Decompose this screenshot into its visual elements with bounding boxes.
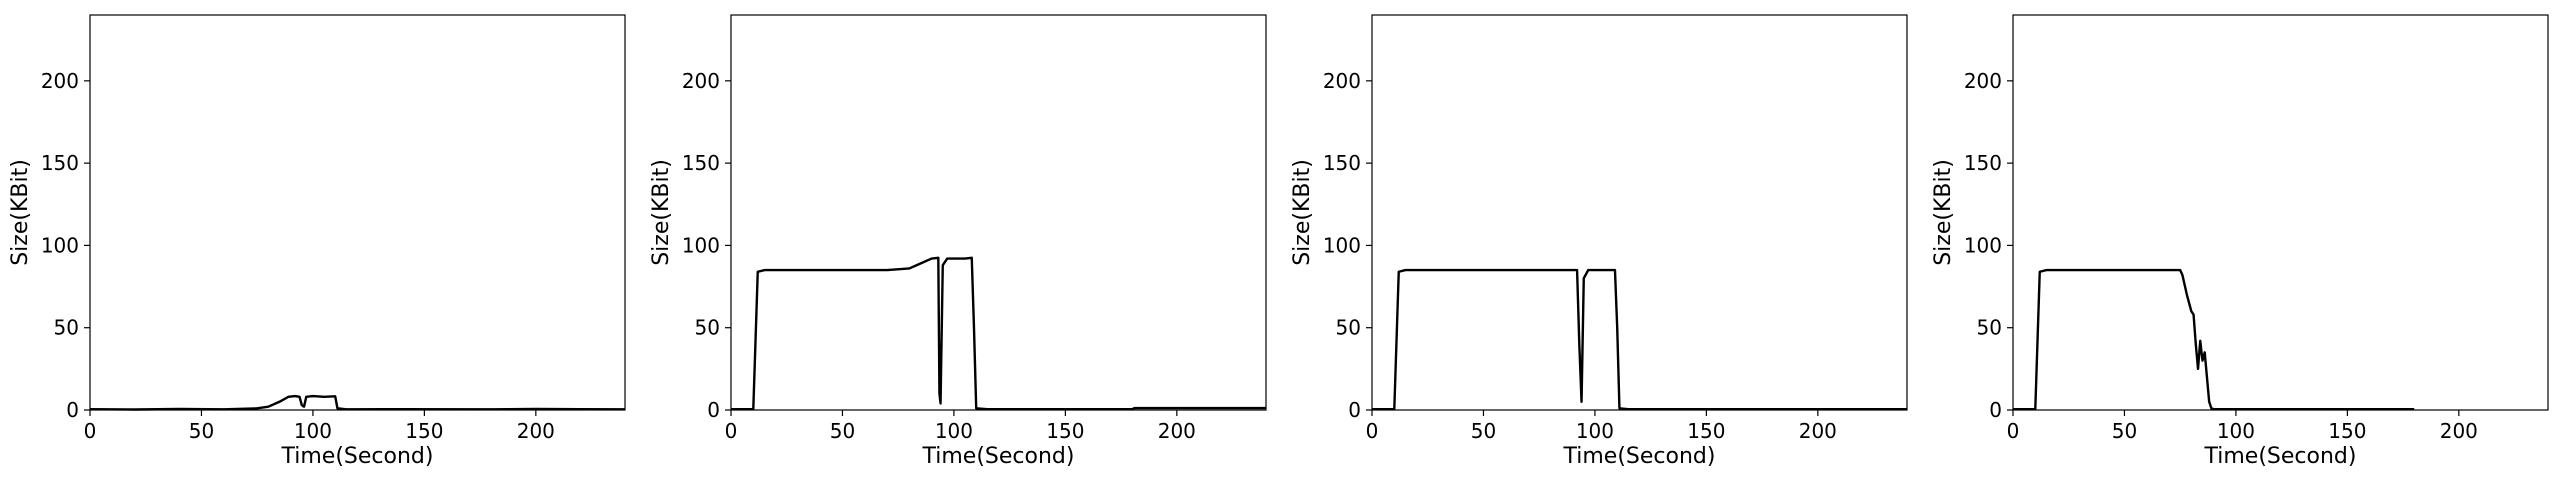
y-tick-label: 150: [682, 151, 720, 175]
x-tick-label: 200: [517, 419, 555, 443]
y-tick-label: 50: [695, 316, 720, 340]
y-axis-label: Size(KBit): [1290, 159, 1315, 266]
chart-panel-2: 0 50 100 150 200 0 50 100 150 200 Time(Second) Size…: [649, 14, 1267, 469]
plot-frame: [89, 14, 626, 411]
x-tick-label: 100: [935, 419, 973, 443]
plot-frame: [2012, 14, 2549, 411]
y-tick-label: 200: [682, 69, 720, 93]
plot-frame: [730, 14, 1267, 411]
y-tick-label: 50: [1977, 316, 2002, 340]
x-axis-label: Time(Second): [281, 444, 434, 469]
y-tick-label: 150: [1964, 151, 2002, 175]
x-tick-label: 150: [405, 419, 443, 443]
y-axis-label: Size(KBit): [8, 159, 33, 266]
x-tick-label: 150: [1687, 419, 1725, 443]
y-tick-label: 100: [682, 233, 720, 257]
y-tick-label: 150: [1323, 151, 1361, 175]
chart-panel-3: 0 50 100 150 200 0 50 100 150 200 Time(Second) Size…: [1290, 14, 1908, 469]
y-tick-label: 50: [1336, 316, 1361, 340]
y-axis-label: Size(KBit): [649, 159, 674, 266]
series-line: [1372, 268, 1907, 411]
y-tick-label: 200: [41, 69, 79, 93]
plot-frame: [1371, 14, 1908, 411]
y-tick-label: 100: [1964, 233, 2002, 257]
x-tick-label: 50: [830, 419, 855, 443]
y-tick-label: 0: [1989, 398, 2002, 422]
y-tick-label: 200: [1323, 69, 1361, 93]
x-axis-label: Time(Second): [922, 444, 1075, 469]
x-axis-label: Time(Second): [1563, 444, 1716, 469]
x-tick-label: 0: [84, 419, 97, 443]
series-line: [731, 256, 1266, 411]
y-tick-label: 100: [41, 233, 79, 257]
x-tick-label: 50: [189, 419, 214, 443]
y-tick-label: 200: [1964, 69, 2002, 93]
x-tick-label: 50: [2112, 419, 2137, 443]
x-tick-label: 50: [1471, 419, 1496, 443]
x-tick-label: 0: [1366, 419, 1379, 443]
x-tick-label: 100: [2217, 419, 2255, 443]
series-line: [2013, 268, 2415, 411]
y-tick-label: 0: [707, 398, 720, 422]
series-line: [89, 394, 626, 411]
y-tick-label: 100: [1323, 233, 1361, 257]
x-tick-label: 150: [1046, 419, 1084, 443]
x-tick-label: 150: [2328, 419, 2366, 443]
x-tick-label: 200: [1799, 419, 1837, 443]
chart-panel-4: 0 50 100 150 200 0 50 100 150 200 Time(Second) Size…: [1931, 14, 2549, 469]
y-tick-label: 150: [41, 151, 79, 175]
x-axis-label: Time(Second): [2204, 444, 2357, 469]
x-tick-label: 100: [1576, 419, 1614, 443]
y-tick-label: 0: [66, 398, 79, 422]
x-tick-label: 0: [2007, 419, 2020, 443]
x-tick-label: 200: [1158, 419, 1196, 443]
chart-panel-1: 0 50 100 150 200 0 50 100 150 200 Time(Second) Size…: [8, 14, 626, 469]
x-tick-label: 100: [294, 419, 332, 443]
y-tick-label: 50: [54, 316, 79, 340]
y-tick-label: 0: [1348, 398, 1361, 422]
x-tick-label: 200: [2440, 419, 2478, 443]
y-axis-label: Size(KBit): [1931, 159, 1956, 266]
x-tick-label: 0: [725, 419, 738, 443]
